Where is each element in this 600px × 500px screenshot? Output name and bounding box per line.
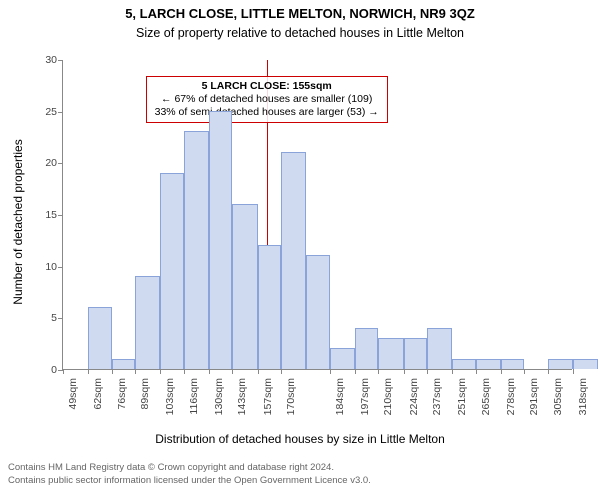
annotation-box: 5 LARCH CLOSE: 155sqm ← 67% of detached … bbox=[146, 76, 388, 123]
x-tick-mark bbox=[573, 369, 574, 374]
histogram-bar bbox=[209, 111, 232, 369]
x-tick-label: 184sqm bbox=[334, 378, 346, 415]
y-tick-mark bbox=[58, 60, 63, 61]
x-tick-mark bbox=[452, 369, 453, 374]
x-tick-mark bbox=[135, 369, 136, 374]
histogram-bar bbox=[548, 359, 573, 369]
x-tick-label: 89sqm bbox=[139, 378, 151, 410]
x-tick-mark bbox=[258, 369, 259, 374]
footer-attribution: Contains HM Land Registry data © Crown c… bbox=[8, 462, 371, 488]
x-tick-mark bbox=[63, 369, 64, 374]
x-tick-label: 76sqm bbox=[116, 378, 128, 410]
x-tick-label: 265sqm bbox=[480, 378, 492, 415]
y-tick-mark bbox=[58, 318, 63, 319]
x-tick-label: 62sqm bbox=[92, 378, 104, 410]
histogram-bar bbox=[452, 359, 475, 369]
histogram-bar bbox=[476, 359, 501, 369]
x-tick-mark bbox=[355, 369, 356, 374]
x-tick-mark bbox=[501, 369, 502, 374]
x-tick-label: 291sqm bbox=[528, 378, 540, 415]
footer-line1: Contains HM Land Registry data © Crown c… bbox=[8, 462, 334, 473]
x-tick-mark bbox=[160, 369, 161, 374]
x-tick-mark bbox=[427, 369, 428, 374]
y-tick-mark bbox=[58, 267, 63, 268]
histogram-bar bbox=[184, 131, 209, 369]
histogram-bar bbox=[355, 328, 378, 369]
histogram-bar bbox=[330, 348, 355, 369]
histogram-bar bbox=[404, 338, 427, 369]
y-tick-label: 30 bbox=[33, 54, 57, 66]
histogram-bar bbox=[573, 359, 598, 369]
histogram-plot: 5 LARCH CLOSE: 155sqm ← 67% of detached … bbox=[62, 60, 572, 370]
x-tick-label: 170sqm bbox=[285, 378, 297, 415]
histogram-bar bbox=[378, 338, 403, 369]
y-tick-mark bbox=[58, 215, 63, 216]
x-tick-mark bbox=[232, 369, 233, 374]
x-tick-label: 197sqm bbox=[359, 378, 371, 415]
x-tick-mark bbox=[88, 369, 89, 374]
histogram-bar bbox=[232, 204, 257, 369]
x-tick-mark bbox=[378, 369, 379, 374]
x-tick-mark bbox=[476, 369, 477, 374]
y-tick-label: 5 bbox=[33, 312, 57, 324]
x-tick-label: 251sqm bbox=[456, 378, 468, 415]
y-tick-mark bbox=[58, 112, 63, 113]
x-tick-mark bbox=[330, 369, 331, 374]
y-tick-mark bbox=[58, 163, 63, 164]
histogram-bar bbox=[258, 245, 281, 369]
histogram-bar bbox=[112, 359, 135, 369]
x-tick-mark bbox=[112, 369, 113, 374]
x-tick-label: 224sqm bbox=[408, 378, 420, 415]
chart-title-address: 5, LARCH CLOSE, LITTLE MELTON, NORWICH, … bbox=[0, 6, 600, 21]
x-tick-label: 157sqm bbox=[262, 378, 274, 415]
x-tick-label: 49sqm bbox=[67, 378, 79, 410]
histogram-bar bbox=[160, 173, 183, 369]
x-axis-label: Distribution of detached houses by size … bbox=[0, 432, 600, 446]
annotation-line2: ← 67% of detached houses are smaller (10… bbox=[161, 93, 372, 105]
y-tick-label: 15 bbox=[33, 209, 57, 221]
annotation-line3: 33% of semi-detached houses are larger (… bbox=[155, 106, 379, 118]
histogram-bar bbox=[501, 359, 524, 369]
x-tick-label: 305sqm bbox=[552, 378, 564, 415]
histogram-bar bbox=[88, 307, 111, 369]
x-tick-label: 318sqm bbox=[577, 378, 589, 415]
histogram-bar bbox=[135, 276, 160, 369]
x-tick-label: 130sqm bbox=[213, 378, 225, 415]
x-tick-label: 237sqm bbox=[431, 378, 443, 415]
x-tick-label: 103sqm bbox=[164, 378, 176, 415]
y-tick-label: 25 bbox=[33, 106, 57, 118]
y-tick-label: 10 bbox=[33, 261, 57, 273]
chart-subtitle: Size of property relative to detached ho… bbox=[0, 26, 600, 40]
histogram-bar bbox=[281, 152, 306, 369]
y-axis-label: Number of detached properties bbox=[11, 72, 25, 372]
footer-line2: Contains public sector information licen… bbox=[8, 475, 371, 486]
histogram-bar bbox=[427, 328, 452, 369]
x-tick-mark bbox=[209, 369, 210, 374]
x-tick-label: 143sqm bbox=[236, 378, 248, 415]
x-tick-mark bbox=[548, 369, 549, 374]
y-tick-label: 20 bbox=[33, 157, 57, 169]
annotation-line1: 5 LARCH CLOSE: 155sqm bbox=[202, 80, 332, 92]
x-tick-label: 210sqm bbox=[382, 378, 394, 415]
y-tick-label: 0 bbox=[33, 364, 57, 376]
x-tick-mark bbox=[524, 369, 525, 374]
x-tick-mark bbox=[404, 369, 405, 374]
x-tick-mark bbox=[281, 369, 282, 374]
x-tick-mark bbox=[184, 369, 185, 374]
x-tick-label: 278sqm bbox=[505, 378, 517, 415]
histogram-bar bbox=[306, 255, 329, 369]
x-tick-label: 116sqm bbox=[188, 378, 200, 415]
